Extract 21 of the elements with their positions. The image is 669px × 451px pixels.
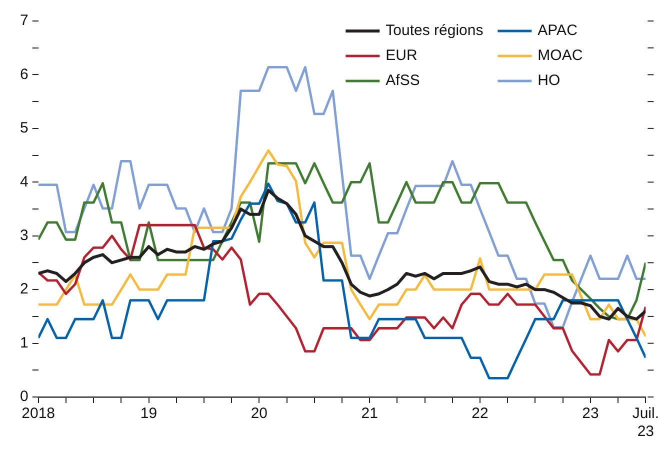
x-tick-label: 19 xyxy=(140,405,158,422)
x-tick-label: 2018 xyxy=(22,405,56,422)
y-tick-label: 6 xyxy=(20,66,28,83)
x-tick-label: Juil. 23 xyxy=(632,405,660,440)
legend-label: EUR xyxy=(386,47,418,64)
y-tick-label: 7 xyxy=(20,12,28,30)
y-tick-label: 4 xyxy=(20,173,28,190)
legend-label: HO xyxy=(538,72,560,90)
y-tick-label: 3 xyxy=(20,227,28,244)
x-tick-label: 21 xyxy=(361,405,378,422)
legend-label: AfSS xyxy=(386,72,420,90)
y-tick-label: 1 xyxy=(20,334,28,352)
legend-label: Toutes régions xyxy=(386,22,484,40)
y-tick-label: 2 xyxy=(20,280,28,298)
legend-label: APAC xyxy=(538,22,578,40)
x-tick-label: 22 xyxy=(472,405,488,422)
y-tick-label: 0 xyxy=(20,388,28,406)
x-tick-label: 23 xyxy=(582,405,599,422)
x-tick-label: 20 xyxy=(250,405,268,422)
y-tick-label: 5 xyxy=(20,120,28,137)
legend-label: MOAC xyxy=(538,47,583,64)
